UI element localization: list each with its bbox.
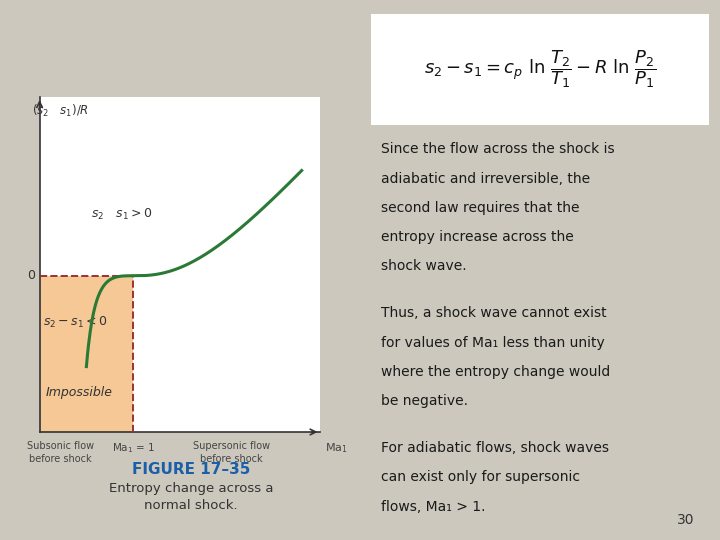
Text: For adiabatic flows, shock waves: For adiabatic flows, shock waves: [381, 441, 609, 455]
Text: 0: 0: [27, 269, 35, 282]
Text: flows, Ma₁ > 1.: flows, Ma₁ > 1.: [381, 500, 485, 514]
Text: where the entropy change would: where the entropy change would: [381, 365, 611, 379]
Text: $s_2-s_1<0$: $s_2-s_1<0$: [43, 315, 108, 330]
Text: be negative.: be negative.: [381, 394, 468, 408]
Text: $s_2 - s_1 = c_p\ \mathrm{ln}\ \dfrac{T_2}{T_1} - R\ \mathrm{ln}\ \dfrac{P_2}{P_: $s_2 - s_1 = c_p\ \mathrm{ln}\ \dfrac{T_…: [424, 48, 656, 90]
Text: $s_2\ \ \ s_1>0$: $s_2\ \ \ s_1>0$: [91, 207, 153, 222]
Text: Ma$_1$: Ma$_1$: [325, 441, 348, 455]
Text: FIGURE 17–35: FIGURE 17–35: [132, 462, 250, 477]
Text: 30: 30: [678, 512, 695, 526]
Bar: [371, 14, 709, 125]
Text: Thus, a shock wave cannot exist: Thus, a shock wave cannot exist: [381, 306, 606, 320]
Text: for values of Ma₁ less than unity: for values of Ma₁ less than unity: [381, 336, 605, 349]
Text: Supersonic flow
before shock: Supersonic flow before shock: [193, 441, 270, 464]
Text: shock wave.: shock wave.: [381, 259, 467, 273]
Bar: [40, 276, 133, 432]
Text: Subsonic flow
before shock: Subsonic flow before shock: [27, 441, 94, 464]
Text: adiabatic and irreversible, the: adiabatic and irreversible, the: [381, 172, 590, 186]
Text: can exist only for supersonic: can exist only for supersonic: [381, 470, 580, 484]
Text: Impossible: Impossible: [46, 387, 113, 400]
Text: entropy increase across the: entropy increase across the: [381, 230, 574, 244]
Text: Ma$_1$ = 1: Ma$_1$ = 1: [112, 441, 155, 455]
Text: Since the flow across the shock is: Since the flow across the shock is: [381, 142, 615, 156]
Text: normal shock.: normal shock.: [144, 499, 238, 512]
Text: Entropy change across a: Entropy change across a: [109, 482, 273, 495]
Text: second law requires that the: second law requires that the: [381, 201, 580, 215]
Text: $(s_2\ \ \ s_1)/R$: $(s_2\ \ \ s_1)/R$: [32, 103, 89, 119]
